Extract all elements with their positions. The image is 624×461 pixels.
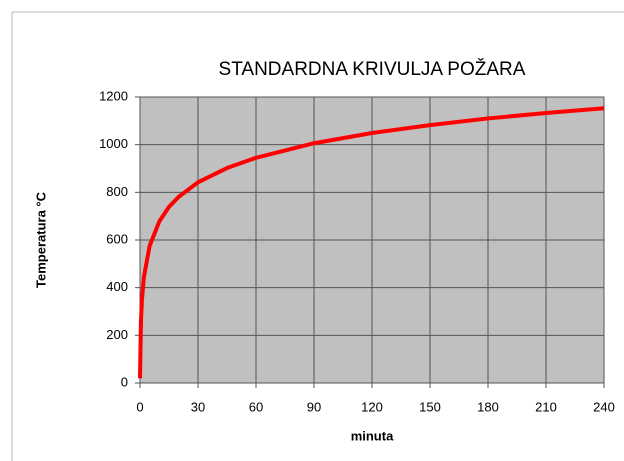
- x-tick-label: 240: [593, 399, 615, 414]
- x-tick-label: 30: [191, 399, 205, 414]
- y-tick-label: 0: [121, 374, 128, 389]
- y-tick-label: 800: [106, 184, 128, 199]
- x-axis-label: minuta: [351, 428, 394, 443]
- x-tick-label: 0: [136, 399, 143, 414]
- y-axis-label: Temperatura °C: [33, 191, 48, 288]
- x-tick-label: 210: [535, 399, 557, 414]
- y-tick-label: 400: [106, 279, 128, 294]
- x-tick-label: 120: [361, 399, 383, 414]
- x-tick-label: 180: [477, 399, 499, 414]
- data-line: [138, 106, 605, 379]
- chart-title: STANDARDNA KRIVULJA POŽARA: [219, 58, 526, 80]
- x-tick-label: 60: [249, 399, 263, 414]
- y-tick-label: 200: [106, 327, 128, 342]
- y-tick-label: 600: [106, 231, 128, 246]
- x-tick-label: 150: [419, 399, 441, 414]
- y-tick-label: 1000: [99, 136, 128, 151]
- y-tick-label: 1200: [99, 88, 128, 103]
- x-tick-label: 90: [307, 399, 321, 414]
